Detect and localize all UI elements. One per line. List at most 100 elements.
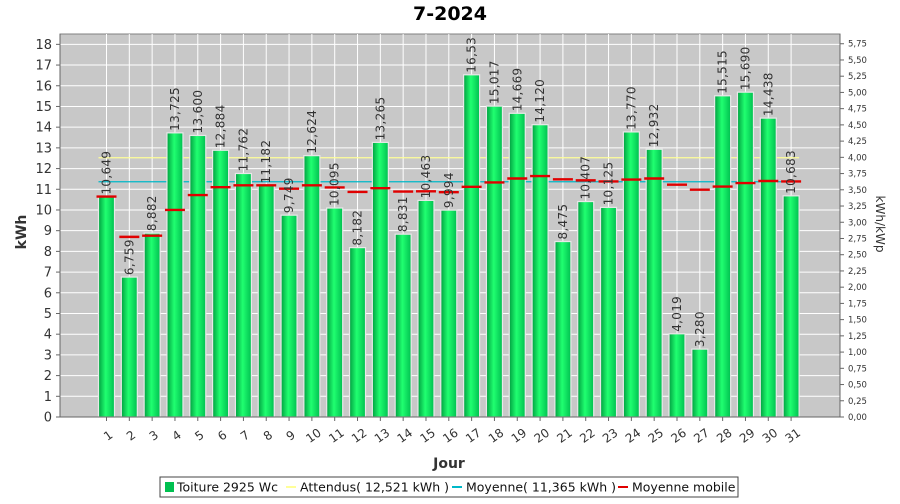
x-tick-label: 12 [349, 426, 370, 446]
x-tick-label: 14 [395, 426, 416, 446]
y-tick-label: 8 [44, 245, 52, 260]
bar-value-label: 11,182 [259, 140, 273, 184]
bar [577, 200, 595, 418]
bar [691, 348, 709, 418]
x-tick-label: 7 [238, 428, 252, 444]
bar-value-label: 14,438 [761, 72, 775, 116]
bar-value-label: 13,725 [168, 87, 182, 131]
x-tick-label: 23 [600, 426, 621, 446]
bar-value-label: 14,120 [533, 79, 547, 123]
y2-tick-label: 4,50 [848, 121, 867, 131]
x-tick-label: 10 [303, 426, 324, 446]
x-tick-label: 3 [147, 428, 161, 444]
y-tick-label: 13 [35, 141, 52, 156]
y-tick-label: 7 [44, 266, 52, 281]
x-tick-label: 18 [486, 426, 507, 446]
x-tick-label: 31 [783, 426, 804, 446]
y-tick-label: 9 [44, 224, 52, 239]
x-tick-label: 16 [440, 426, 461, 446]
y2-tick-label: 3,50 [848, 186, 867, 196]
bar-value-label: 8,831 [396, 196, 410, 232]
y-tick-label: 15 [35, 100, 52, 115]
bar [668, 333, 686, 418]
bar-value-label: 13,600 [191, 90, 205, 134]
legend: Toiture 2925 Wc Attendus( 12,521 kWh ) Moy… [159, 476, 739, 498]
x-tick-label: 28 [714, 426, 735, 446]
bar [348, 247, 367, 418]
bar-value-label: 13,265 [373, 97, 387, 141]
x-tick-label: 30 [760, 426, 781, 446]
y-tick-label: 11 [35, 183, 52, 198]
bar-value-label: 15,515 [716, 50, 730, 94]
bar-value-label: 10,683 [784, 150, 798, 194]
legend-label: Moyenne mobile [632, 480, 736, 495]
y2-tick-label: 1,25 [848, 332, 867, 342]
bar [736, 91, 755, 418]
y2-tick-label: 5,75 [848, 40, 867, 50]
bar-value-label: 9,994 [442, 172, 456, 208]
x-tick-label: 2 [124, 428, 138, 444]
bar-value-label: 16,53 [465, 37, 479, 73]
legend-swatch [165, 482, 174, 492]
legend-label: Attendus( 12,521 kWh ) [300, 480, 449, 495]
bar-value-label: 8,882 [145, 195, 159, 231]
bar [303, 155, 321, 418]
y2-tick-label: 5,50 [848, 56, 867, 66]
legend-box [159, 476, 739, 498]
bar [189, 134, 207, 418]
bar-value-label: 8,475 [556, 204, 570, 240]
bar [120, 276, 138, 418]
y2-tick-label: 1,75 [848, 299, 867, 309]
y-axis-title: kWh [14, 215, 30, 250]
y2-tick-label: 0,00 [848, 413, 867, 423]
x-tick-label: 27 [691, 426, 712, 446]
y-tick-label: 4 [44, 328, 52, 343]
bar-value-label: 10,407 [579, 156, 593, 200]
y-tick-label: 10 [35, 203, 52, 218]
bar-value-label: 12,884 [214, 104, 228, 148]
bar [463, 74, 481, 418]
bar [485, 105, 504, 418]
x-tick-label: 20 [532, 426, 553, 446]
y-tick-label: 16 [35, 79, 52, 94]
bar [531, 124, 549, 418]
bar [280, 214, 298, 418]
bar [714, 95, 732, 418]
x-tick-label: 1 [101, 428, 115, 444]
bar [166, 132, 184, 418]
bar [212, 149, 230, 418]
y-tick-label: 5 [44, 307, 52, 322]
y-tick-label: 12 [35, 162, 52, 177]
y2-tick-label: 3,00 [848, 218, 867, 228]
x-tick-label: 13 [372, 426, 393, 446]
x-tick-label: 21 [554, 426, 575, 446]
y2-tick-label: 2,00 [848, 283, 867, 293]
y2-tick-label: 0,75 [848, 364, 867, 374]
y-tick-label: 3 [44, 348, 52, 363]
bar-value-label: 9,749 [282, 177, 296, 213]
bar [782, 195, 800, 418]
bar [257, 184, 275, 418]
bar-value-label: 12,624 [305, 110, 319, 154]
y2-axis-title: kWh/kWp [873, 196, 887, 253]
x-tick-label: 26 [668, 426, 689, 446]
bar [599, 206, 618, 418]
bar [234, 172, 253, 418]
x-tick-label: 29 [737, 426, 758, 446]
y2-tick-label: 3,25 [848, 202, 867, 212]
bar-value-label: 8,182 [351, 210, 365, 246]
bar [554, 240, 572, 418]
y2-tick-label: 2,75 [848, 234, 867, 244]
y2-tick-label: 1,50 [848, 316, 867, 326]
bar [759, 117, 777, 418]
y2-tick-label: 4,25 [848, 137, 867, 147]
bar-value-label: 6,759 [122, 239, 136, 275]
bar [622, 131, 640, 418]
y2-tick-label: 2,50 [848, 251, 867, 261]
bar-value-label: 10,649 [100, 151, 114, 195]
y-tick-label: 6 [44, 286, 52, 301]
bar-value-label: 4,019 [670, 296, 684, 332]
y2-tick-label: 4,75 [848, 105, 867, 115]
y-tick-label: 2 [44, 369, 52, 384]
y2-tick-label: 0,25 [848, 397, 867, 407]
